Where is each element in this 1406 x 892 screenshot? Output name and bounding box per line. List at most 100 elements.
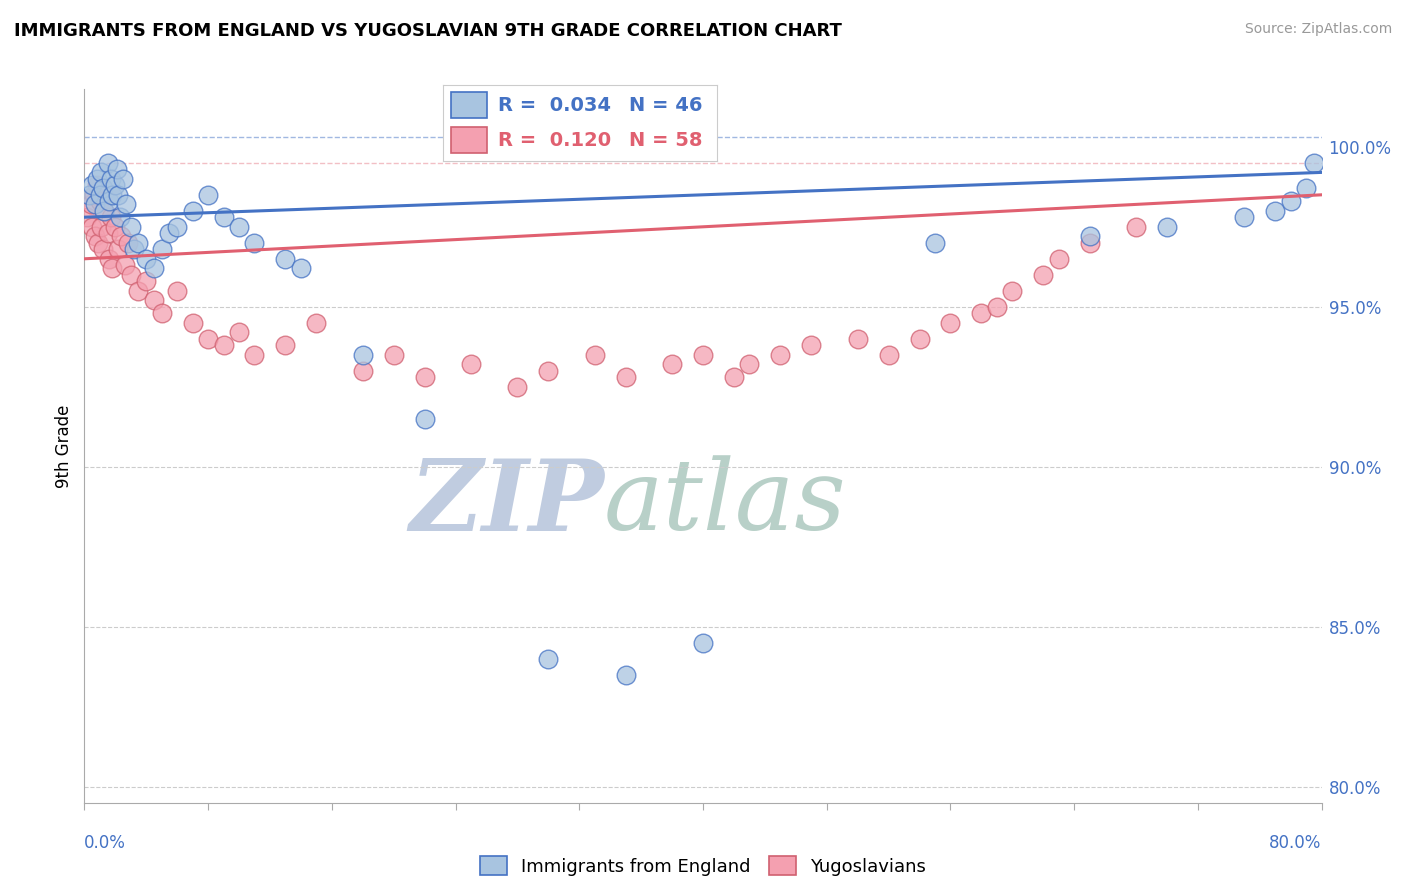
Point	[382, 348, 405, 362]
Point	[692, 348, 714, 362]
Point	[135, 252, 157, 266]
Point	[1279, 194, 1302, 209]
Point	[120, 219, 142, 234]
Point	[166, 284, 188, 298]
Point	[181, 203, 204, 218]
Point	[101, 187, 124, 202]
Point	[98, 252, 121, 266]
Point	[143, 293, 166, 308]
Point	[352, 348, 374, 362]
Point	[1125, 219, 1147, 234]
Point	[846, 332, 869, 346]
Point	[86, 171, 108, 186]
Point	[1001, 284, 1024, 298]
Point	[1303, 156, 1326, 170]
Point	[1264, 203, 1286, 218]
Point	[908, 332, 931, 346]
Point	[1032, 268, 1054, 282]
Point	[79, 197, 101, 211]
Point	[460, 358, 482, 372]
Point	[738, 358, 761, 372]
Point	[100, 171, 122, 186]
Point	[150, 306, 173, 320]
Point	[82, 178, 104, 193]
Point	[101, 261, 124, 276]
Point	[800, 338, 823, 352]
Point	[197, 332, 219, 346]
Point	[91, 181, 114, 195]
Text: R =  0.120: R = 0.120	[498, 130, 610, 150]
Point	[97, 156, 120, 170]
Point	[1078, 235, 1101, 250]
Text: Source: ZipAtlas.com: Source: ZipAtlas.com	[1244, 22, 1392, 37]
Point	[76, 210, 98, 224]
Point	[212, 210, 235, 224]
Point	[112, 171, 135, 186]
Point	[413, 412, 436, 426]
Point	[97, 226, 120, 240]
Point	[89, 187, 111, 202]
Point	[107, 242, 129, 256]
Point	[83, 187, 105, 202]
Point	[614, 370, 637, 384]
Point	[150, 242, 173, 256]
Point	[197, 187, 219, 202]
Point	[143, 261, 166, 276]
Point	[90, 165, 112, 179]
Point	[91, 242, 114, 256]
Point	[1078, 229, 1101, 244]
Point	[970, 306, 993, 320]
Point	[1047, 252, 1070, 266]
Point	[82, 219, 104, 234]
Point	[506, 380, 529, 394]
Point	[90, 219, 112, 234]
Point	[86, 178, 108, 193]
Point	[104, 219, 127, 234]
Point	[413, 370, 436, 384]
Legend: Immigrants from England, Yugoslavians: Immigrants from England, Yugoslavians	[472, 849, 934, 883]
Point	[93, 203, 115, 218]
Bar	[451, 128, 486, 153]
Point	[105, 162, 128, 177]
Point	[120, 268, 142, 282]
Point	[290, 261, 312, 276]
Point	[537, 364, 560, 378]
Point	[274, 338, 297, 352]
Point	[692, 636, 714, 650]
Point	[877, 348, 900, 362]
Point	[93, 203, 115, 218]
Point	[212, 338, 235, 352]
Text: 80.0%: 80.0%	[1270, 834, 1322, 852]
Point	[352, 364, 374, 378]
Point	[924, 235, 946, 250]
Text: R =  0.034: R = 0.034	[498, 95, 610, 115]
Point	[274, 252, 297, 266]
Point	[243, 235, 266, 250]
Point	[128, 284, 150, 298]
Text: N = 46: N = 46	[630, 95, 703, 115]
Point	[135, 274, 157, 288]
Point	[159, 226, 181, 240]
Point	[166, 219, 188, 234]
Point	[723, 370, 745, 384]
Point	[939, 316, 962, 330]
Point	[114, 258, 136, 272]
Point	[108, 210, 131, 224]
Point	[84, 197, 107, 211]
Point	[128, 235, 150, 250]
Point	[243, 348, 266, 362]
Text: ZIP: ZIP	[409, 455, 605, 551]
Text: 0.0%: 0.0%	[84, 834, 127, 852]
Point	[986, 300, 1008, 314]
Point	[89, 194, 111, 209]
Point	[1295, 181, 1317, 195]
Point	[583, 348, 606, 362]
Point	[1233, 210, 1256, 224]
Point	[100, 210, 122, 224]
Point	[87, 235, 110, 250]
Point	[614, 668, 637, 682]
Point	[110, 229, 132, 244]
Point	[181, 316, 204, 330]
Point	[115, 197, 138, 211]
Point	[77, 187, 100, 202]
